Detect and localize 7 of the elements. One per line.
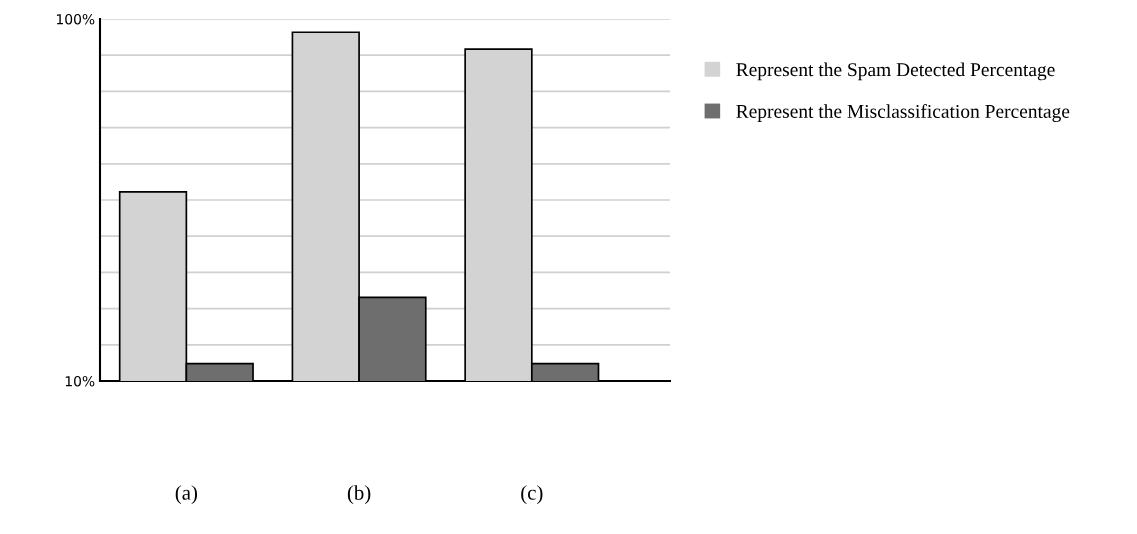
y-tick-label: 100%: [56, 13, 95, 25]
y-tick-label: 10%: [65, 375, 95, 387]
legend-label: Represent the Misclassification Percentage: [736, 104, 1070, 122]
x-tick-label: (c): [521, 485, 543, 505]
x-tick-label: (a): [175, 485, 198, 505]
legend-label: Represent the Spam Detected Percentage: [736, 62, 1055, 81]
x-tick-label: (b): [347, 485, 371, 505]
